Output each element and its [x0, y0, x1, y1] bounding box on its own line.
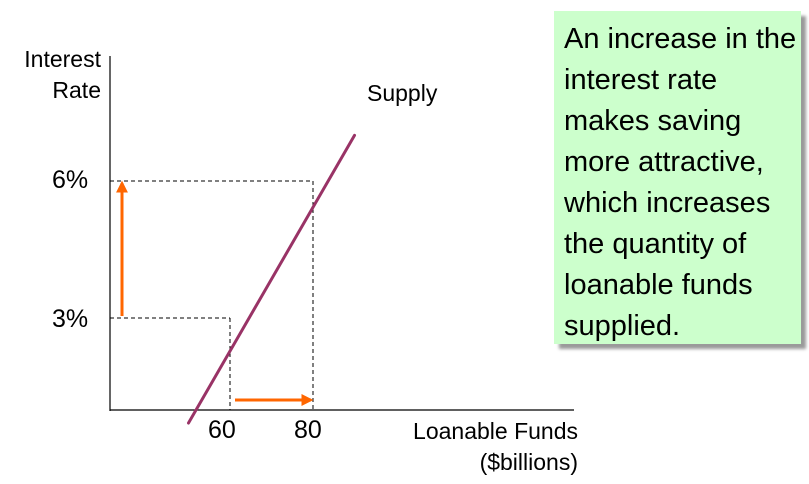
y-axis-title-line2: Rate	[52, 77, 101, 103]
supply-series	[187, 133, 356, 425]
x-axis-title-line2: ($billions)	[479, 449, 578, 475]
callout-text: An increase in the interest rate makes s…	[564, 23, 797, 342]
guide-lines	[110, 180, 314, 410]
supply-label: Supply	[367, 80, 438, 106]
x-tick-label-60: 60	[208, 416, 236, 444]
supply-curve-line	[187, 133, 356, 425]
axes	[109, 56, 574, 411]
change-arrows	[116, 180, 314, 406]
y-axis-title: Interest Rate	[4, 44, 101, 106]
callout-box: An increase in the interest rate makes s…	[554, 11, 801, 344]
x-axis-title: Loanable Funds ($billions)	[370, 416, 578, 478]
y-axis-title-line1: Interest	[24, 46, 101, 72]
y-tick-label-6: 6%	[52, 166, 89, 194]
y-tick-label-3: 3%	[52, 305, 89, 333]
x-tick-label-80: 80	[294, 416, 322, 444]
x-axis-title-line1: Loanable Funds	[413, 418, 578, 444]
